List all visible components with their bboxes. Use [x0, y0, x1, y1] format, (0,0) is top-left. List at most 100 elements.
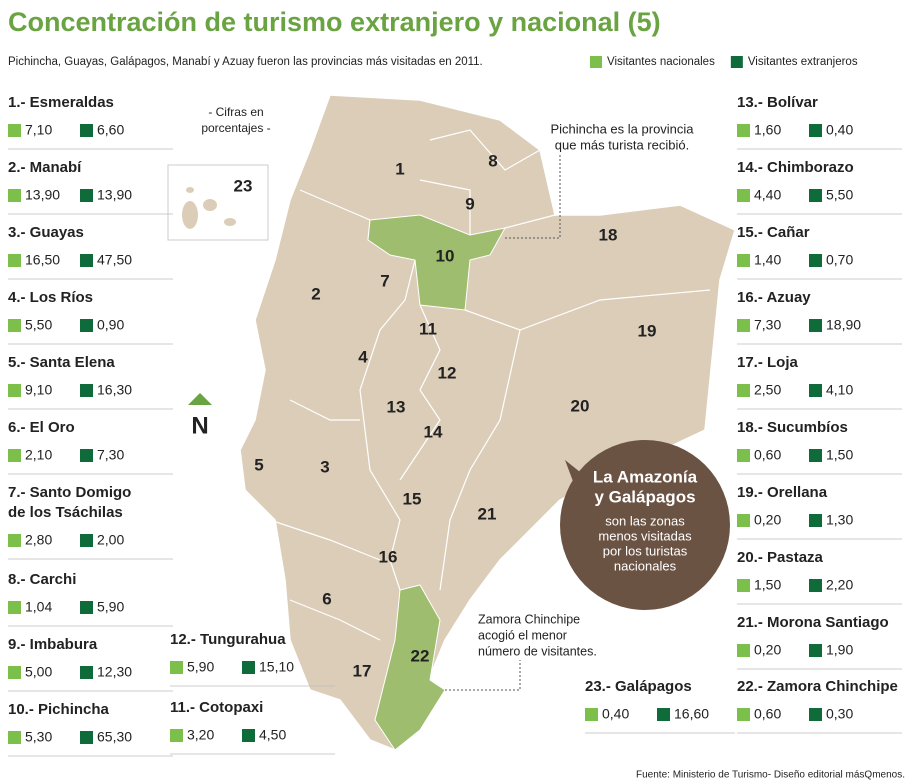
north-label: N [191, 412, 208, 439]
value-extranjero: 7,30 [97, 447, 124, 463]
swatch-nacional [737, 189, 750, 202]
annotation-zamora: número de visitantes. [478, 644, 597, 658]
legend-label: Visitantes extranjeros [748, 56, 858, 68]
province-label: 22.- Zamora Chinchipe [737, 678, 898, 695]
map-label: 14 [424, 422, 443, 441]
swatch-nacional [170, 661, 183, 674]
swatch-nacional [170, 729, 183, 742]
value-extranjero: 16,60 [674, 706, 709, 722]
map-label: 6 [322, 589, 331, 608]
value-nacional: 5,00 [25, 664, 52, 680]
province-label: de los Tsáchilas [8, 504, 123, 521]
subtitle: Pichincha, Guayas, Galápagos, Manabí y A… [8, 56, 483, 68]
swatch-extranjero [809, 579, 822, 592]
value-extranjero: 1,30 [826, 512, 853, 528]
swatch-extranjero [809, 514, 822, 527]
swatch-extranjero [80, 449, 93, 462]
value-extranjero: 12,30 [97, 664, 132, 680]
province-label: 7.- Santo Domigo [8, 484, 131, 501]
province-label: 23.- Galápagos [585, 678, 692, 695]
map-label: 7 [380, 271, 389, 290]
value-nacional: 5,50 [25, 317, 52, 333]
map-label: 9 [465, 194, 474, 213]
value-extranjero: 5,50 [826, 187, 853, 203]
value-extranjero: 2,00 [97, 532, 124, 548]
province-label: 15.- Cañar [737, 224, 810, 241]
value-nacional: 0,20 [754, 512, 781, 528]
province-label: 12.- Tungurahua [170, 631, 286, 648]
value-extranjero: 2,20 [826, 577, 853, 593]
province-label: 16.- Azuay [737, 289, 811, 306]
swatch-nacional [737, 319, 750, 332]
province-label: 11.- Cotopaxi [170, 699, 263, 716]
map-label: 4 [358, 347, 368, 366]
value-nacional: 1,40 [754, 252, 781, 268]
value-extranjero: 0,30 [826, 706, 853, 722]
province-label: 18.- Sucumbíos [737, 419, 848, 436]
value-nacional: 1,04 [25, 599, 52, 615]
callout-bubble [560, 440, 730, 610]
value-extranjero: 47,50 [97, 252, 132, 268]
value-nacional: 2,10 [25, 447, 52, 463]
map-label: 23 [234, 176, 253, 195]
value-extranjero: 4,10 [826, 382, 853, 398]
province-label: 10.- Pichincha [8, 701, 110, 718]
title: Concentración de turismo extranjero y na… [8, 7, 661, 37]
province-label: 17.- Loja [737, 354, 799, 371]
swatch-extranjero [80, 666, 93, 679]
leader-lines [445, 155, 561, 691]
province-label: 6.- El Oro [8, 419, 75, 436]
value-nacional: 3,20 [187, 727, 214, 743]
pichincha-highlight [367, 214, 506, 311]
map-label: 16 [379, 547, 398, 566]
callout-pointer [565, 460, 590, 500]
value-nacional: 7,10 [25, 122, 52, 138]
swatch-nacional [737, 254, 750, 267]
swatch-extranjero [80, 534, 93, 547]
province-label: 19.- Orellana [737, 484, 828, 501]
value-extranjero: 0,40 [826, 122, 853, 138]
map-label: 20 [571, 396, 590, 415]
value-nacional: 2,50 [754, 382, 781, 398]
zamora-highlight [374, 584, 446, 751]
swatch-extranjero [242, 729, 255, 742]
province-label: 5.- Santa Elena [8, 354, 115, 371]
annotation-pichincha: que más turista recibió. [555, 137, 689, 152]
province-label: 4.- Los Ríos [8, 289, 93, 306]
province-label: 13.- Bolívar [737, 94, 818, 111]
swatch-extranjero [809, 319, 822, 332]
swatch-nacional [737, 708, 750, 721]
province-label: 14.- Chimborazo [737, 159, 854, 176]
legend-swatch [590, 56, 602, 68]
swatch-nacional [737, 384, 750, 397]
swatch-nacional [8, 189, 21, 202]
swatch-extranjero [80, 384, 93, 397]
value-nacional: 16,50 [25, 252, 60, 268]
map-label: 5 [254, 455, 263, 474]
callout-text: menos visitadas [598, 528, 692, 543]
note: - Cifras en [208, 105, 263, 119]
swatch-extranjero [809, 124, 822, 137]
value-extranjero: 1,50 [826, 447, 853, 463]
value-nacional: 1,50 [754, 577, 781, 593]
value-nacional: 13,90 [25, 187, 60, 203]
value-extranjero: 6,60 [97, 122, 124, 138]
map-label: 1 [395, 159, 404, 178]
map-label: 10 [436, 246, 455, 265]
swatch-nacional [585, 708, 598, 721]
province-label: 2.- Manabí [8, 159, 82, 176]
swatch-extranjero [809, 384, 822, 397]
map-label: 13 [387, 397, 406, 416]
map-label: 8 [488, 151, 497, 170]
swatch-extranjero [242, 661, 255, 674]
value-nacional: 2,80 [25, 532, 52, 548]
annotation-zamora: acogió el menor [478, 628, 567, 642]
swatch-nacional [737, 124, 750, 137]
swatch-nacional [737, 449, 750, 462]
swatch-nacional [737, 514, 750, 527]
legend-swatch [730, 56, 743, 68]
swatch-extranjero [809, 189, 822, 202]
swatch-nacional [8, 254, 21, 267]
value-extranjero: 65,30 [97, 729, 132, 745]
